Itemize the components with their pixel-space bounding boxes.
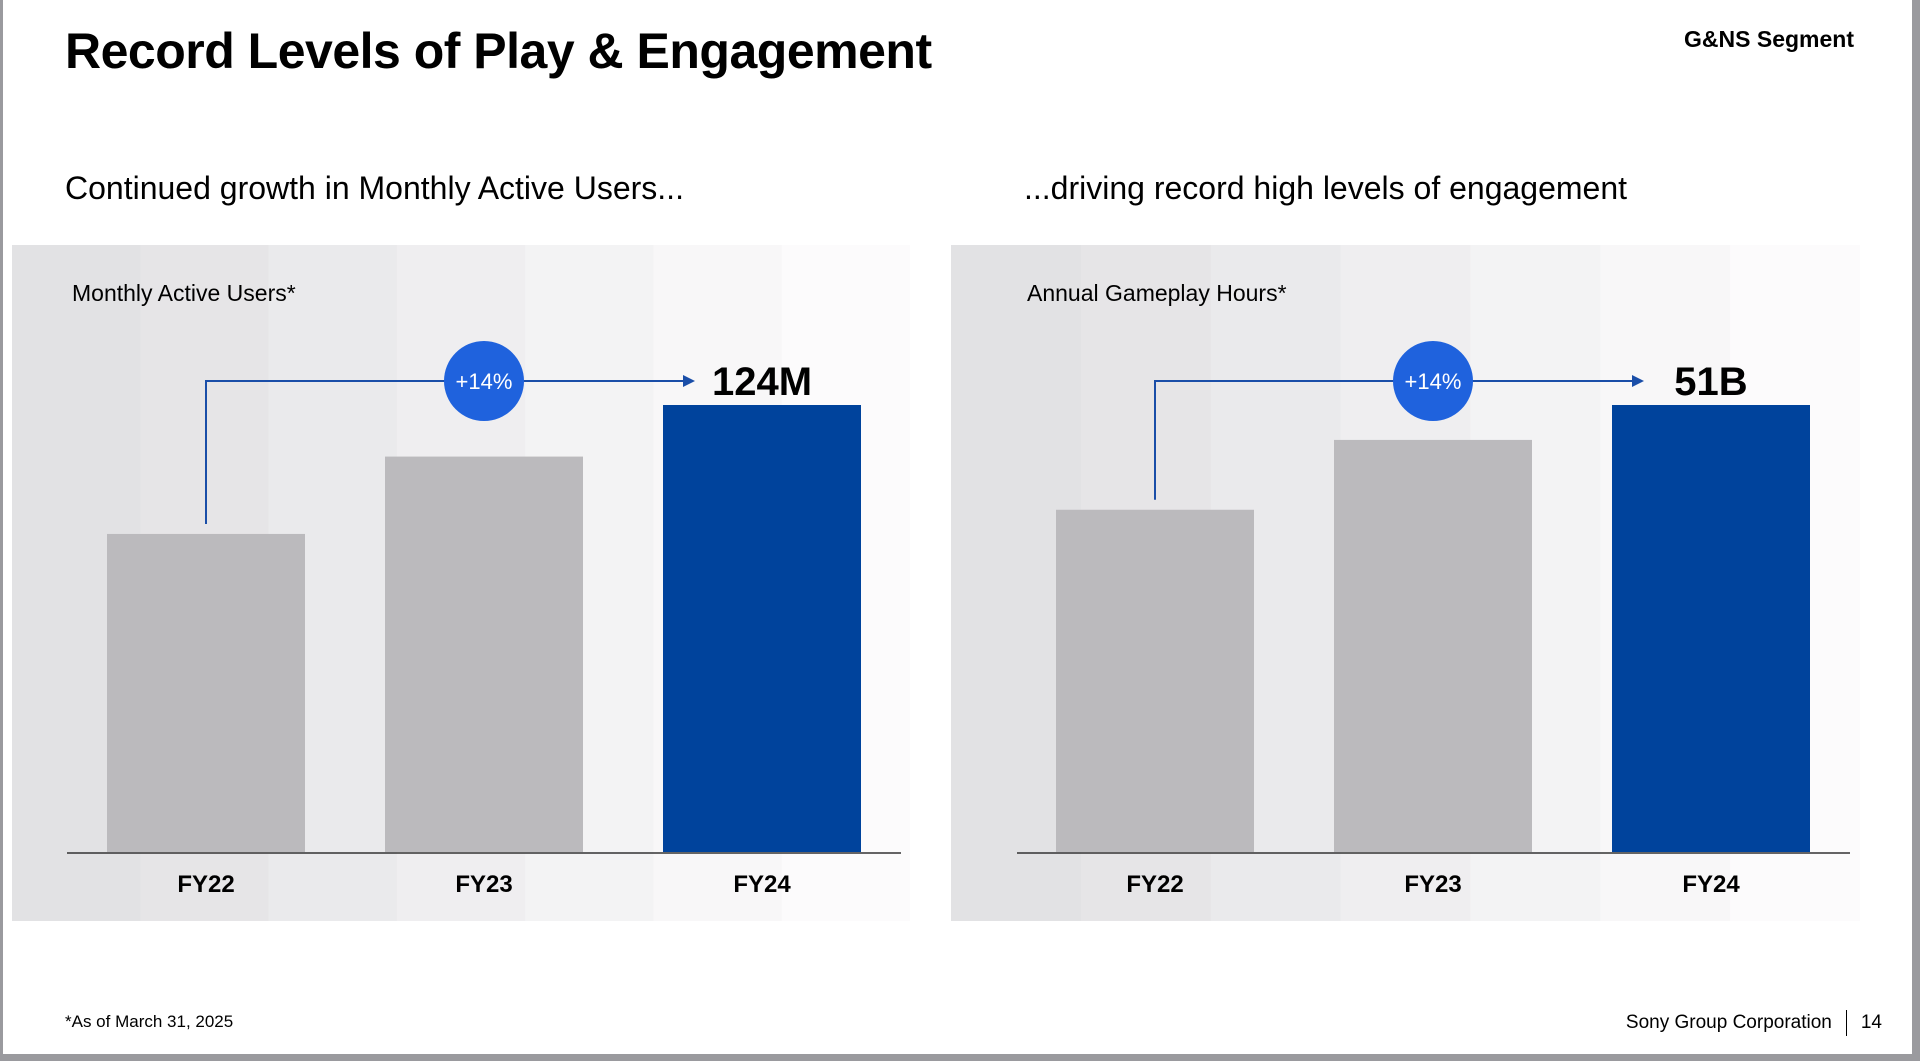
x-tick-label: FY22: [177, 871, 234, 898]
growth-label: +14%: [1405, 369, 1462, 394]
x-tick-label: FY22: [1126, 871, 1183, 898]
footer-divider: [1845, 1010, 1847, 1036]
page-title: Record Levels of Play & Engagement: [65, 23, 932, 79]
bar-fy23: [1334, 439, 1532, 852]
mau-chart-panel: FY22 FY23 FY24 +14% 124M: [12, 245, 910, 921]
growth-connector-line: [1154, 380, 1636, 500]
mau-chart: FY22 FY23 FY24 +14% 124M: [12, 245, 910, 921]
bar-fy23: [385, 456, 583, 852]
x-tick-label: FY23: [1404, 871, 1461, 898]
mau-chart-title: Monthly Active Users*: [72, 280, 296, 306]
gameplay-chart-title: Annual Gameplay Hours*: [1027, 280, 1287, 306]
arrowhead-icon: [683, 375, 695, 387]
bar-fy24: [1612, 405, 1810, 852]
company-name: Sony Group Corporation: [1625, 1012, 1832, 1033]
slide: Record Levels of Play & Engagement G&NS …: [3, 0, 1912, 1054]
page-number: 14: [1860, 1012, 1882, 1033]
left-subtitle: Continued growth in Monthly Active Users…: [65, 170, 684, 206]
growth-connector-line: [205, 380, 687, 524]
arrowhead-icon: [1632, 375, 1644, 387]
right-subtitle: ...driving record high levels of engagem…: [1024, 170, 1628, 206]
segment-label: G&NS Segment: [1684, 26, 1854, 52]
bar-fy24: [663, 405, 861, 852]
gameplay-hours-chart: FY22 FY23 FY24 +14% 51B: [951, 245, 1860, 921]
growth-label: +14%: [456, 369, 513, 394]
gameplay-chart-panel: FY22 FY23 FY24 +14% 51B: [951, 245, 1860, 921]
bar-fy22: [107, 533, 305, 852]
x-tick-label: FY24: [733, 871, 791, 898]
footnote: *As of March 31, 2025: [65, 1012, 234, 1031]
x-tick-label: FY23: [455, 871, 512, 898]
bar-fy22: [1056, 509, 1254, 852]
x-tick-label: FY24: [1682, 871, 1740, 898]
footer: Sony Group Corporation 14: [1626, 1010, 1882, 1036]
value-label: 124M: [712, 360, 812, 404]
growth-badge: [1393, 341, 1473, 421]
growth-badge: [444, 341, 524, 421]
value-label: 51B: [1674, 360, 1747, 404]
